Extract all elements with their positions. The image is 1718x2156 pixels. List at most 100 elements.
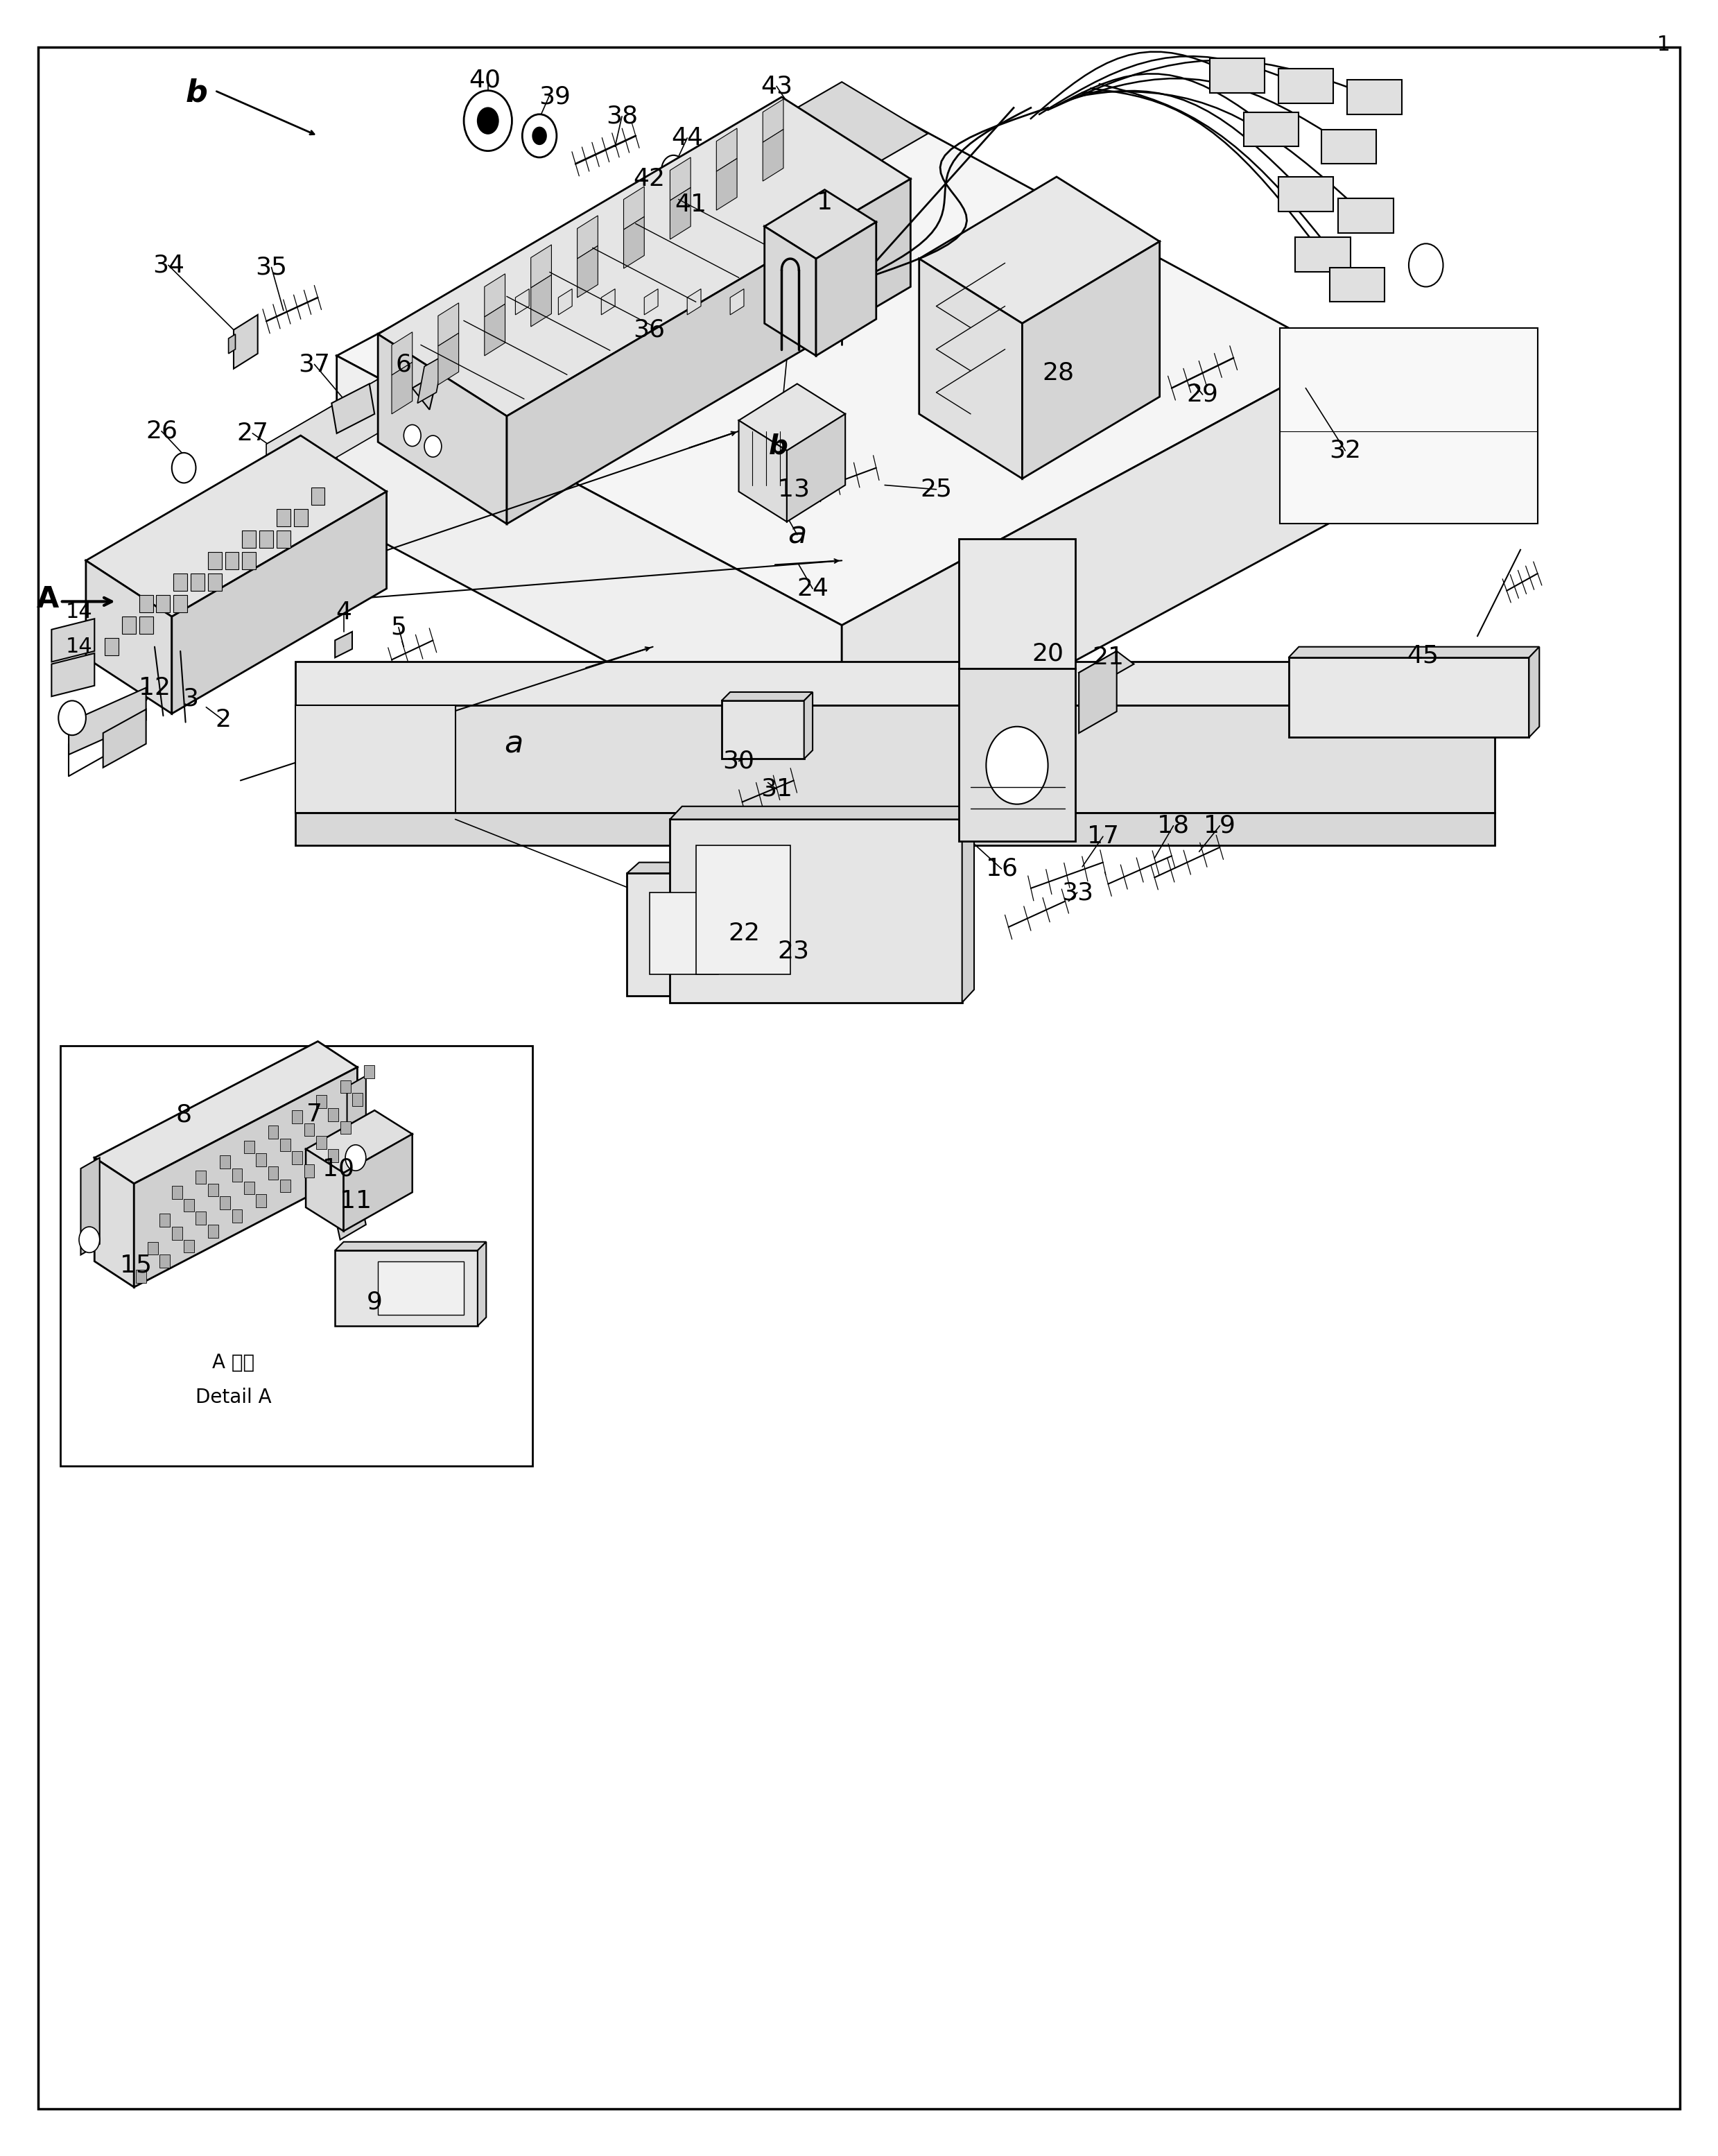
Polygon shape	[347, 1076, 366, 1173]
Text: 31: 31	[761, 778, 792, 800]
Polygon shape	[498, 82, 928, 332]
Circle shape	[533, 127, 546, 144]
Polygon shape	[306, 1110, 412, 1173]
Polygon shape	[722, 692, 813, 701]
Polygon shape	[763, 129, 783, 181]
Text: b: b	[186, 78, 208, 108]
Text: b: b	[768, 433, 789, 459]
Circle shape	[1409, 244, 1443, 287]
Polygon shape	[139, 617, 153, 634]
Polygon shape	[196, 1171, 206, 1184]
Polygon shape	[295, 662, 1495, 705]
Text: 7: 7	[306, 1104, 323, 1125]
Bar	[1244, 112, 1299, 147]
Polygon shape	[220, 1156, 230, 1169]
Polygon shape	[136, 1270, 146, 1283]
Polygon shape	[277, 530, 290, 548]
Circle shape	[404, 425, 421, 446]
Polygon shape	[962, 806, 974, 1003]
Polygon shape	[515, 289, 529, 315]
Polygon shape	[1079, 651, 1117, 733]
Polygon shape	[335, 1164, 366, 1203]
Polygon shape	[244, 1181, 254, 1194]
Polygon shape	[1079, 651, 1134, 686]
Polygon shape	[577, 246, 598, 298]
Polygon shape	[1288, 658, 1529, 737]
Polygon shape	[335, 632, 352, 658]
Text: 25: 25	[921, 479, 952, 500]
Text: 21: 21	[1093, 647, 1124, 668]
Polygon shape	[244, 1141, 254, 1153]
Polygon shape	[627, 862, 747, 873]
Polygon shape	[292, 1110, 302, 1123]
Circle shape	[424, 436, 442, 457]
Text: 14: 14	[65, 602, 93, 623]
Polygon shape	[417, 356, 443, 403]
Text: 10: 10	[323, 1158, 354, 1179]
Polygon shape	[337, 86, 1340, 625]
Bar	[1330, 267, 1385, 302]
Polygon shape	[94, 1158, 134, 1287]
Polygon shape	[184, 1199, 194, 1212]
Circle shape	[464, 91, 512, 151]
Text: 9: 9	[366, 1291, 383, 1313]
Circle shape	[641, 192, 651, 205]
Polygon shape	[81, 1158, 100, 1255]
Polygon shape	[103, 709, 146, 768]
Text: 1: 1	[816, 192, 833, 213]
Polygon shape	[478, 1242, 486, 1326]
Text: 24: 24	[797, 578, 828, 599]
Text: 27: 27	[237, 423, 268, 444]
Polygon shape	[328, 1108, 338, 1121]
Polygon shape	[232, 1210, 242, 1222]
Bar	[378, 1261, 464, 1315]
Polygon shape	[294, 509, 308, 526]
Circle shape	[632, 181, 660, 216]
Text: 35: 35	[256, 257, 287, 278]
Polygon shape	[277, 509, 290, 526]
Polygon shape	[716, 127, 737, 172]
Polygon shape	[232, 1169, 242, 1181]
Polygon shape	[392, 362, 412, 414]
Text: 11: 11	[340, 1190, 371, 1212]
Polygon shape	[52, 653, 94, 696]
Polygon shape	[773, 289, 787, 315]
Polygon shape	[139, 595, 153, 612]
Polygon shape	[670, 157, 691, 201]
Text: 26: 26	[146, 420, 177, 442]
Polygon shape	[266, 205, 679, 498]
Polygon shape	[624, 218, 644, 267]
Bar	[1347, 80, 1402, 114]
Polygon shape	[172, 1227, 182, 1240]
Polygon shape	[134, 1067, 357, 1287]
Circle shape	[58, 701, 86, 735]
Polygon shape	[959, 539, 1075, 668]
Polygon shape	[306, 1149, 344, 1231]
Text: 14: 14	[65, 636, 93, 658]
Polygon shape	[378, 97, 911, 416]
Polygon shape	[558, 289, 572, 315]
Polygon shape	[311, 487, 325, 505]
Polygon shape	[208, 1184, 218, 1197]
Polygon shape	[105, 638, 119, 655]
Polygon shape	[722, 701, 804, 759]
Polygon shape	[242, 552, 256, 569]
Polygon shape	[340, 1080, 350, 1093]
Text: 1: 1	[1656, 34, 1670, 54]
Polygon shape	[228, 334, 235, 354]
Text: a: a	[505, 729, 522, 759]
Polygon shape	[765, 226, 816, 356]
Polygon shape	[316, 1095, 326, 1108]
Text: 30: 30	[723, 750, 754, 772]
Polygon shape	[577, 216, 598, 259]
Polygon shape	[160, 1255, 170, 1268]
Bar	[649, 893, 718, 975]
Circle shape	[79, 1227, 100, 1253]
Polygon shape	[344, 1134, 412, 1231]
Bar	[1338, 198, 1393, 233]
Polygon shape	[196, 1212, 206, 1225]
Polygon shape	[52, 619, 94, 662]
Polygon shape	[763, 99, 783, 142]
Polygon shape	[86, 561, 172, 714]
Text: 19: 19	[1204, 815, 1235, 837]
